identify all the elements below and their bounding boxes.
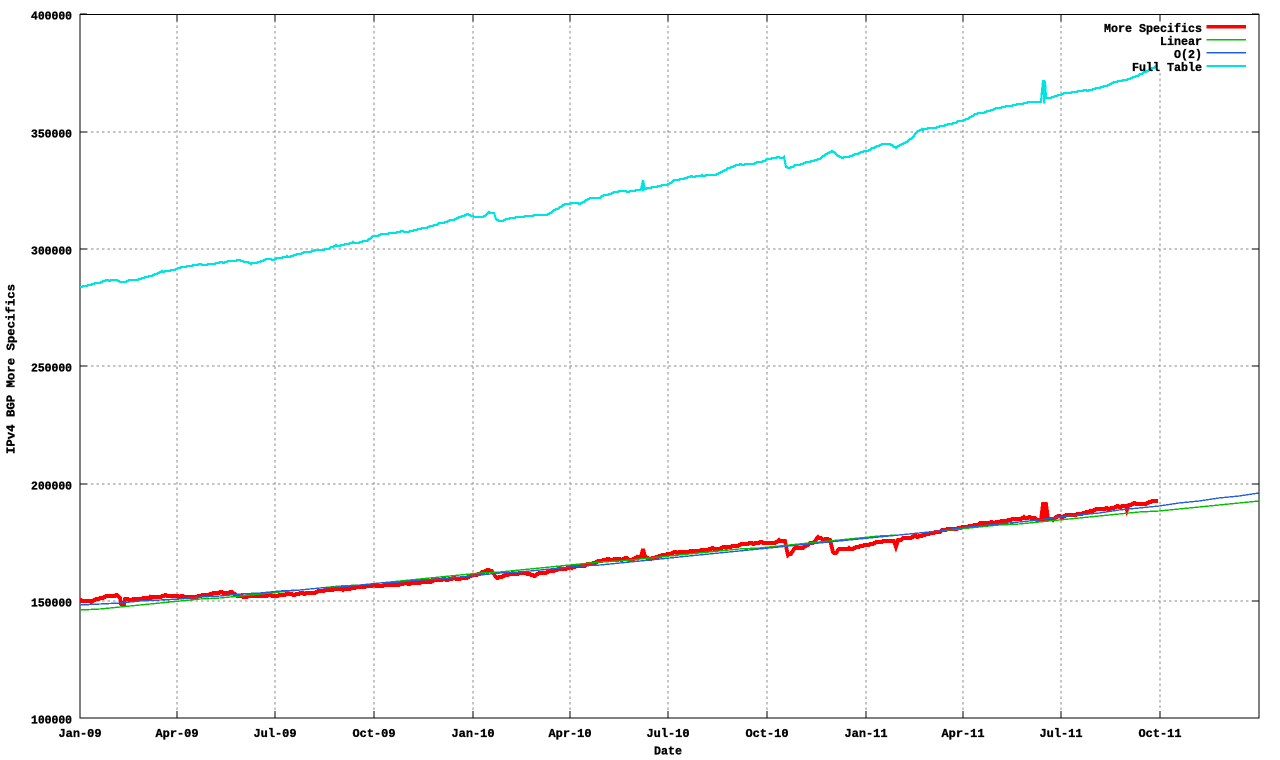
- svg-text:Apr-10: Apr-10: [549, 727, 592, 741]
- svg-text:Apr-11: Apr-11: [942, 727, 985, 741]
- svg-text:Jan-09: Jan-09: [59, 727, 102, 741]
- svg-text:400000: 400000: [31, 10, 72, 24]
- svg-text:O(2): O(2): [1174, 48, 1202, 62]
- svg-text:Apr-09: Apr-09: [156, 727, 199, 741]
- svg-text:Oct-10: Oct-10: [746, 727, 789, 741]
- svg-text:Jul-11: Jul-11: [1040, 727, 1083, 741]
- svg-text:250000: 250000: [31, 362, 72, 376]
- svg-text:Linear: Linear: [1160, 35, 1202, 49]
- svg-text:Jan-10: Jan-10: [452, 727, 495, 741]
- svg-text:Date: Date: [654, 745, 682, 759]
- svg-text:300000: 300000: [31, 245, 72, 259]
- svg-text:More Specifics: More Specifics: [1104, 22, 1202, 36]
- svg-text:IPv4 BGP More Specifics: IPv4 BGP More Specifics: [5, 284, 19, 454]
- svg-text:Jul-09: Jul-09: [254, 727, 297, 741]
- svg-text:Jul-10: Jul-10: [647, 727, 690, 741]
- svg-text:Full Table: Full Table: [1132, 61, 1202, 75]
- svg-text:Oct-09: Oct-09: [353, 727, 396, 741]
- svg-text:100000: 100000: [31, 714, 72, 728]
- svg-text:350000: 350000: [31, 128, 72, 142]
- svg-text:150000: 150000: [31, 597, 72, 611]
- svg-text:200000: 200000: [31, 480, 72, 494]
- svg-text:Jan-11: Jan-11: [845, 727, 888, 741]
- svg-text:Oct-11: Oct-11: [1139, 727, 1182, 741]
